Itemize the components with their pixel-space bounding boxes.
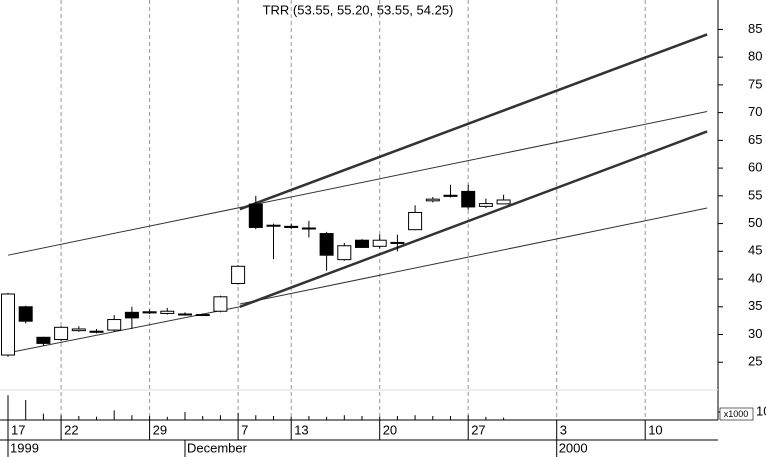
x-tick-label: 29: [153, 422, 167, 437]
candle-body: [408, 211, 423, 231]
candle-body: [178, 313, 192, 316]
candle-body: [36, 336, 51, 344]
y-tick-label: 50: [748, 215, 762, 230]
x-group-label: December: [187, 440, 248, 455]
x-tick-label: 27: [471, 422, 485, 437]
candle-body: [355, 239, 369, 248]
candle-body: [124, 311, 139, 319]
candle-body: [1, 293, 15, 356]
candle-body: [496, 199, 511, 205]
candle-body: [319, 233, 334, 256]
candle-body: [89, 330, 104, 333]
candle-body: [461, 190, 476, 208]
x-tick-label: 20: [383, 422, 397, 437]
y-tick-label: 25: [748, 354, 762, 369]
y-tick-label: 80: [748, 49, 762, 64]
candle-body: [443, 194, 458, 197]
x-group-label: 2000: [559, 440, 588, 455]
candle-body: [372, 239, 387, 247]
y-tick-label: 75: [748, 76, 762, 91]
trend-line: [239, 33, 708, 211]
candle-body: [478, 203, 493, 207]
trend-line: [239, 130, 708, 308]
x-tick-label: 7: [241, 422, 248, 437]
chart-title: TRR (53.55, 55.20, 53.55, 54.25): [263, 2, 454, 17]
volume-unit-box: [719, 407, 754, 421]
y-tick-label: 35: [748, 298, 762, 313]
candle-body: [160, 310, 175, 314]
candle-body: [390, 241, 405, 244]
candle-body: [195, 314, 210, 317]
candle-body: [213, 296, 228, 312]
y-tick-label: 65: [748, 132, 762, 147]
candle-body: [266, 224, 281, 227]
y-tick-label: 45: [748, 243, 762, 258]
volume-tick-label: 10: [756, 403, 766, 418]
candle-body: [284, 225, 299, 228]
candle-body: [54, 326, 69, 341]
candle-body: [337, 245, 352, 261]
trend-line: [7, 111, 708, 256]
candle-body: [107, 319, 122, 331]
x-tick-label: 17: [11, 422, 25, 437]
volume-unit: x1000: [724, 409, 749, 419]
candle-body: [142, 311, 157, 314]
candle-body: [301, 227, 316, 230]
y-tick-label: 55: [748, 187, 762, 202]
candle-body: [71, 328, 86, 332]
x-tick-label: 10: [648, 422, 662, 437]
trend-line: [239, 207, 708, 305]
y-tick-label: 70: [748, 104, 762, 119]
candle-body: [231, 265, 246, 284]
candle-body: [425, 198, 440, 202]
y-tick-label: 40: [748, 270, 762, 285]
x-group-label: 1999: [10, 440, 39, 455]
x-tick-label: 22: [64, 422, 78, 437]
candle-body: [18, 306, 33, 322]
x-tick-label: 3: [560, 422, 567, 437]
y-tick-label: 30: [748, 326, 762, 341]
y-tick-label: 85: [748, 21, 762, 36]
candle-body: [248, 203, 263, 228]
y-tick-label: 60: [748, 160, 762, 175]
x-tick-label: 13: [294, 422, 308, 437]
